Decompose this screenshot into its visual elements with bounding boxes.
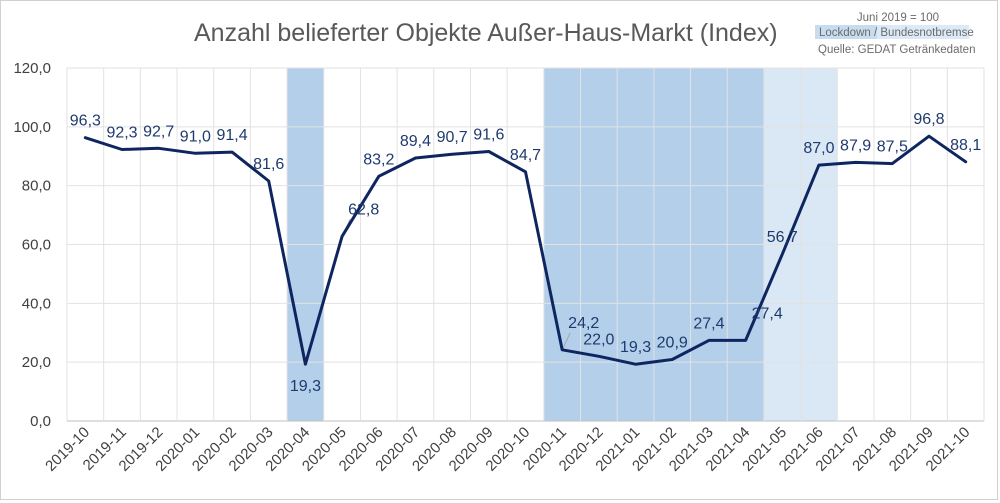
- data-label: 88,1: [950, 137, 981, 154]
- x-axis-ticks: 2019-102019-112019-122020-012020-022020-…: [42, 424, 973, 475]
- data-labels: 96,3 92,3 92,7 91,0 91,4 81,6 19,3 62,8 83,2 89,4…: [70, 111, 982, 395]
- series-line: [83, 134, 968, 366]
- legend-text: Lockdown / Bundesnotbremse: [819, 27, 974, 39]
- data-label: 96,3: [70, 113, 101, 130]
- data-label: 87,0: [803, 140, 834, 157]
- y-axis-ticks: 0,0 20,0 40,0 60,0 80,0 100,0 120,0: [13, 60, 51, 430]
- data-label: 87,9: [840, 137, 871, 154]
- data-label: 24,2: [568, 315, 599, 332]
- data-label: 83,2: [363, 151, 394, 168]
- y-tick-label: 120,0: [13, 60, 51, 77]
- data-label: 89,4: [400, 133, 431, 150]
- data-label: 19,3: [620, 339, 651, 356]
- legend-notbremse-swatch: [877, 25, 969, 39]
- source-note: Quelle: GEDAT Getränkedaten: [818, 44, 975, 56]
- gridlines: [66, 67, 985, 422]
- base-note: Juni 2019 = 100: [857, 12, 939, 24]
- data-label: 20,9: [657, 335, 688, 352]
- y-tick-label: 0,0: [30, 413, 51, 430]
- data-label: 91,4: [216, 127, 247, 144]
- y-tick-label: 100,0: [13, 119, 51, 136]
- data-label: 96,8: [913, 111, 944, 128]
- data-label: 91,6: [473, 127, 504, 144]
- legend-notbremse-label: Bundesnotbremse: [880, 27, 973, 39]
- data-label: 62,8: [348, 201, 379, 218]
- data-label: 19,3: [290, 378, 321, 395]
- data-label: 27,4: [693, 315, 724, 332]
- data-label: 56,7: [767, 229, 798, 246]
- legend-lockdown-label: Lockdown: [819, 27, 871, 39]
- y-tick-label: 60,0: [22, 237, 51, 254]
- y-tick-label: 20,0: [22, 354, 51, 371]
- data-label: 90,7: [437, 129, 468, 146]
- chart-title: Anzahl belieferter Objekte Außer-Haus-Ma…: [194, 19, 778, 47]
- data-label: 84,7: [510, 147, 541, 164]
- data-label: 27,4: [752, 305, 783, 322]
- y-tick-label: 40,0: [22, 295, 51, 312]
- data-label: 22,0: [583, 331, 614, 348]
- data-label: 81,6: [253, 156, 284, 173]
- data-label: 87,5: [877, 139, 908, 156]
- data-label: 92,7: [143, 123, 174, 140]
- data-label: 91,0: [180, 128, 211, 145]
- y-tick-label: 80,0: [22, 178, 51, 195]
- legend-separator: /: [871, 27, 881, 39]
- data-label: 92,3: [106, 124, 137, 141]
- label-leader-line: [562, 332, 571, 349]
